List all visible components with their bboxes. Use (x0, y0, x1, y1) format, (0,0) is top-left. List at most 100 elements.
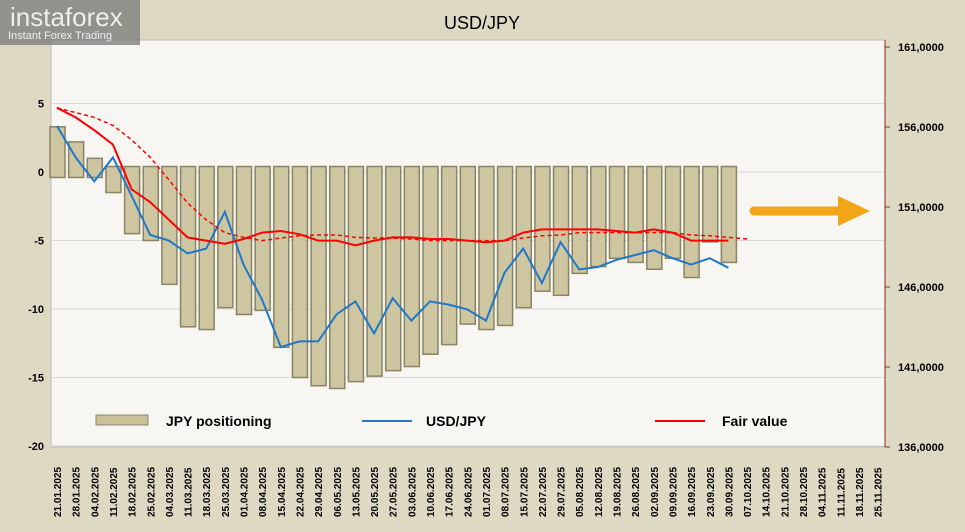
x-axis-label: 18.03.2025 (202, 467, 213, 517)
x-axis-label: 06.05.2025 (333, 467, 344, 517)
x-axis-label: 08.04.2025 (258, 467, 269, 517)
x-axis-label: 04.03.2025 (165, 467, 176, 517)
bar-jpy-positioning (608, 165, 626, 260)
x-axis-label: 28.10.2025 (799, 467, 810, 517)
chart-title: USD/JPY (444, 13, 520, 33)
line-usd-jpy (56, 125, 729, 349)
x-axis-label: 25.03.2025 (221, 467, 232, 517)
left-axis-tick: -15 (28, 373, 44, 385)
x-axis-label: 01.07.2025 (482, 467, 493, 517)
forecast-arrow (749, 196, 870, 226)
bar-jpy-positioning (627, 165, 644, 264)
x-axis-label: 27.05.2025 (389, 467, 400, 517)
legend-label-usdjpy: USD/JPY (426, 413, 487, 429)
instaforex-logo: instaforex Instant Forex Trading (0, 0, 140, 45)
bar-jpy-positioning (646, 165, 663, 271)
x-axis-label: 25.11.2025 (874, 467, 885, 517)
x-axis-label: 21.10.2025 (780, 467, 791, 517)
bar-jpy-positioning (366, 165, 383, 377)
bar-jpy-positioning (515, 165, 532, 309)
bar-jpy-positioning (310, 165, 327, 387)
bar-jpy-positioning (459, 165, 477, 325)
bar-jpy-positioning (478, 165, 495, 331)
x-axis-label: 18.11.2025 (855, 467, 866, 517)
x-axis-label: 30.09.2025 (724, 467, 735, 517)
bar-jpy-positioning (384, 165, 402, 372)
x-axis-label: 13.05.2025 (351, 467, 362, 517)
x-axis-label: 16.09.2025 (687, 467, 698, 517)
legend-label-positioning: JPY positioning (166, 413, 272, 429)
legend-label-fair-value: Fair value (722, 413, 788, 429)
x-axis-label: 19.08.2025 (613, 467, 624, 517)
x-axis-label: 29.07.2025 (557, 467, 568, 517)
right-axis-tick: 156,0000 (898, 122, 944, 134)
x-axis-label: 11.02.2025 (109, 467, 120, 517)
x-axis-label: 22.07.2025 (538, 467, 549, 517)
x-axis-label: 02.09.2025 (650, 467, 661, 517)
bar-jpy-positioning (552, 165, 570, 297)
x-axis-label: 10.06.2025 (426, 467, 437, 517)
left-axis-tick: -10 (28, 304, 44, 316)
bar-jpy-positioning (105, 165, 122, 194)
x-axis-label: 28.01.2025 (72, 467, 83, 517)
bar-jpy-positioning (440, 165, 458, 346)
right-axis-tick: 161,0000 (898, 42, 944, 54)
bar-jpy-positioning (702, 165, 719, 243)
bar-jpy-positioning (664, 165, 682, 260)
x-axis-label: 11.11.2025 (836, 468, 847, 517)
bar-jpy-positioning (683, 165, 700, 279)
bar-jpy-positioning (347, 165, 365, 383)
x-axis-label: 05.08.2025 (575, 467, 586, 517)
left-axis-tick: 0 (38, 167, 44, 179)
logo-tagline: Instant Forex Trading (8, 30, 112, 42)
x-axis-label: 12.08.2025 (594, 467, 605, 517)
bar-jpy-positioning (496, 165, 514, 327)
bar-jpy-positioning (179, 165, 197, 328)
x-axis-label: 08.07.2025 (501, 467, 512, 517)
logo-name: instaforex (10, 2, 123, 32)
bar-jpy-positioning (217, 165, 234, 309)
bar-jpy-positioning (273, 165, 290, 349)
line-fair-value (56, 106, 729, 247)
bar-jpy-positioning (329, 165, 346, 390)
x-axis-label: 04.02.2025 (90, 467, 101, 517)
bar-jpy-positioning (422, 165, 439, 355)
bar-jpy-positioning (590, 165, 607, 268)
bar-jpy-positioning (86, 157, 104, 179)
x-axis-label: 18.02.2025 (128, 467, 139, 517)
bar-jpy-positioning (291, 165, 309, 379)
x-axis-label: 20.05.2025 (370, 467, 381, 517)
legend: JPY positioning USD/JPY Fair value (95, 413, 788, 429)
x-axis-label: 24.06.2025 (463, 467, 474, 517)
x-axis-label: 15.04.2025 (277, 467, 288, 517)
x-axis-label: 09.09.2025 (668, 467, 679, 517)
bar-jpy-positioning (403, 165, 421, 368)
bar-jpy-positioning (161, 165, 178, 286)
right-axis-tick: 141,0000 (898, 362, 944, 374)
x-axis-label: 03.06.2025 (407, 467, 418, 517)
left-axis-tick: -5 (34, 236, 44, 248)
x-axis-label: 25.02.2025 (146, 467, 157, 517)
x-axis-label: 23.09.2025 (706, 467, 717, 517)
x-axis-label: 15.07.2025 (519, 467, 530, 517)
right-axis-tick: 136,0000 (898, 442, 944, 454)
x-axis-label: 22.04.2025 (295, 467, 306, 517)
right-axis-tick: 146,0000 (898, 282, 944, 294)
bar-jpy-positioning (571, 165, 588, 275)
x-axis-label: 11.03.2025 (184, 467, 195, 517)
x-axis-label: 01.04.2025 (240, 467, 251, 517)
right-axis-tick: 151,0000 (898, 202, 944, 214)
x-axis-label: 21.01.2025 (53, 467, 64, 517)
x-axis-label: 26.08.2025 (631, 467, 642, 517)
x-axis-label: 17.06.2025 (445, 467, 456, 517)
x-axis-label: 14.10.2025 (762, 467, 773, 517)
x-axis-label: 29.04.2025 (314, 467, 325, 517)
bar-jpy-positioning (254, 165, 271, 312)
x-axis-label: 04.11.2025 (818, 467, 829, 517)
left-axis-tick: 5 (38, 99, 44, 111)
legend-swatch-positioning (95, 414, 149, 426)
left-axis-tick: -20 (28, 441, 44, 453)
line-fair-value-trend (56, 107, 748, 242)
